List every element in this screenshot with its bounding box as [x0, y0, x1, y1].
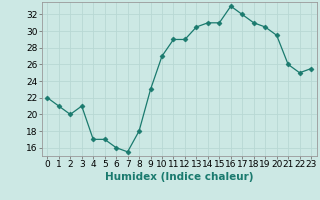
X-axis label: Humidex (Indice chaleur): Humidex (Indice chaleur)	[105, 172, 253, 182]
